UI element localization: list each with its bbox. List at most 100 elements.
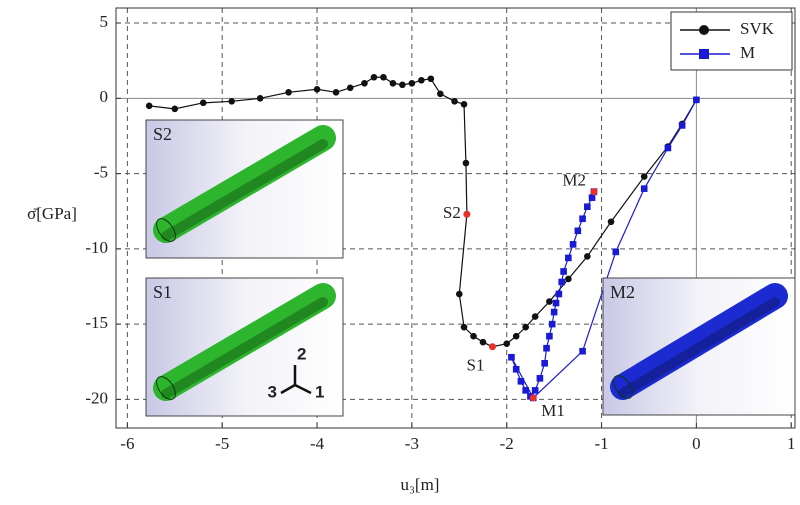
x-tick-label: -4 [310, 434, 325, 453]
marker [565, 276, 572, 283]
marker [371, 74, 378, 81]
x-tick-label: -2 [500, 434, 514, 453]
marker [641, 185, 648, 192]
marker [556, 291, 563, 298]
marker [570, 241, 577, 248]
marker [380, 74, 387, 81]
x-tick-label: 1 [787, 434, 796, 453]
marker [456, 291, 463, 298]
inset: S2 [146, 120, 343, 258]
marker [553, 300, 560, 307]
marker [532, 313, 539, 320]
marker [560, 268, 567, 275]
legend-label: SVK [740, 19, 775, 38]
marker [549, 321, 556, 328]
point-label: S1 [467, 356, 485, 375]
marker [551, 309, 558, 316]
marker [513, 333, 520, 340]
marker [513, 366, 520, 373]
highlight-point [590, 188, 597, 195]
highlight-point [530, 394, 537, 401]
inset-label: S1 [153, 282, 172, 302]
marker [679, 122, 686, 129]
marker [543, 345, 550, 352]
marker [285, 89, 292, 96]
y-axis-label: σ̄[GPa] [27, 204, 77, 223]
marker [347, 84, 354, 91]
triad-label: 1 [315, 382, 324, 401]
legend-marker [699, 25, 709, 35]
marker [257, 95, 264, 102]
marker [584, 203, 591, 210]
inset-label: M2 [610, 282, 635, 302]
inset-label: S2 [153, 124, 172, 144]
marker [146, 103, 153, 110]
marker [584, 253, 591, 260]
triad-label: 2 [297, 344, 306, 363]
marker [608, 218, 615, 225]
marker [333, 89, 340, 96]
y-tick-label: 0 [100, 87, 109, 106]
y-tick-label: -20 [85, 388, 108, 407]
x-tick-label: 0 [692, 434, 701, 453]
y-tick-label: 5 [100, 12, 109, 31]
marker [200, 100, 207, 107]
marker [665, 145, 672, 152]
x-tick-label: -3 [405, 434, 419, 453]
marker [503, 340, 510, 347]
marker [518, 378, 525, 385]
inset: S1 [146, 278, 343, 416]
marker [409, 80, 416, 87]
marker [641, 173, 648, 180]
marker [314, 86, 321, 93]
marker [579, 215, 586, 222]
marker [428, 75, 435, 82]
marker [589, 194, 596, 201]
y-tick-label: -15 [85, 313, 108, 332]
x-axis-label: u₃[m] [401, 475, 440, 494]
marker [522, 324, 529, 331]
marker [522, 387, 529, 394]
marker [541, 360, 548, 367]
marker [390, 80, 397, 87]
marker [463, 160, 470, 167]
marker [612, 249, 619, 256]
marker [693, 97, 700, 104]
marker [399, 81, 406, 88]
y-tick-label: -10 [85, 238, 108, 257]
inset: M2 [603, 278, 795, 415]
highlight-point [463, 211, 470, 218]
marker [171, 106, 178, 113]
marker [558, 279, 565, 286]
marker [228, 98, 235, 105]
marker [508, 354, 515, 361]
marker [461, 324, 468, 331]
highlight-point [489, 343, 496, 350]
marker [579, 348, 586, 355]
point-label: S2 [443, 203, 461, 222]
legend: SVK M [671, 12, 792, 70]
x-tick-label: -1 [594, 434, 608, 453]
marker [575, 227, 582, 234]
y-tick-label: -5 [94, 162, 108, 181]
marker [480, 339, 487, 346]
marker [546, 298, 553, 305]
marker [546, 333, 553, 340]
marker [565, 255, 572, 262]
point-label: M1 [541, 401, 565, 420]
triad-label: 3 [268, 382, 277, 401]
marker [437, 91, 444, 98]
point-label: M2 [562, 171, 586, 190]
marker [361, 80, 368, 87]
marker [470, 333, 477, 340]
chart: u₃[m] σ̄[GPa] -6-5-4-3-2-101-20-15-10-50… [0, 0, 800, 500]
legend-label: M [740, 43, 755, 62]
x-tick-label: -5 [215, 434, 229, 453]
marker [451, 98, 458, 105]
marker [461, 101, 468, 108]
marker [537, 375, 544, 382]
marker [532, 387, 539, 394]
x-tick-label: -6 [120, 434, 134, 453]
legend-marker [699, 49, 709, 59]
marker [418, 77, 425, 84]
